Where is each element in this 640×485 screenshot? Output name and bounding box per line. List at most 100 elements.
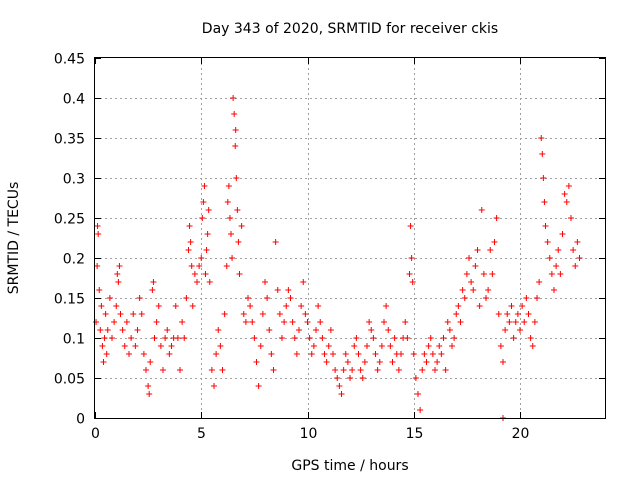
data-point [262, 279, 268, 285]
data-point [143, 367, 149, 373]
data-point [529, 343, 536, 349]
data-point [368, 327, 375, 333]
data-point [334, 375, 341, 381]
data-point [109, 335, 115, 341]
data-point [101, 335, 108, 341]
x-tick-label: 20 [512, 426, 530, 442]
data-point [304, 319, 311, 325]
y-tick-label: 0.45 [54, 52, 85, 68]
data-point [504, 311, 511, 317]
data-point [340, 367, 347, 373]
data-point [308, 351, 315, 357]
data-point [272, 239, 279, 245]
data-point [224, 199, 231, 205]
data-point [128, 335, 135, 341]
data-point [410, 351, 417, 357]
data-point [391, 335, 398, 341]
data-point [221, 311, 228, 317]
data-point [140, 351, 147, 357]
data-point [187, 239, 194, 245]
data-point [446, 327, 453, 333]
y-tick-label: 0.25 [54, 212, 85, 228]
data-point [198, 255, 205, 261]
data-point [219, 367, 226, 373]
data-point [487, 247, 494, 253]
data-point [574, 239, 581, 245]
data-point [150, 279, 157, 285]
data-point [568, 215, 574, 221]
data-point [103, 351, 110, 357]
data-point [234, 207, 241, 213]
y-tick-label: 0.4 [63, 92, 85, 108]
data-point [389, 359, 396, 365]
data-point [116, 263, 123, 269]
data-point [132, 343, 139, 349]
data-point [510, 335, 517, 341]
axis-ticks: 0 5 10 15 20 0 0.05 0.1 0.15 0.2 0.25 0.3 0.35 0.4 0.4… [54, 52, 605, 442]
data-point [355, 351, 362, 357]
data-point [427, 335, 434, 341]
data-point [385, 327, 392, 333]
data-point [527, 335, 534, 341]
data-point [555, 247, 562, 253]
data-point [164, 327, 171, 333]
data-point [123, 319, 130, 325]
data-point [540, 175, 547, 181]
data-point [102, 311, 109, 317]
data-point [106, 295, 113, 301]
data-point [200, 199, 207, 205]
data-point [463, 271, 470, 277]
data-point [296, 327, 302, 333]
data-point [517, 327, 523, 333]
data-point [521, 319, 528, 325]
data-point [95, 231, 102, 237]
data-point [474, 247, 481, 253]
data-point [387, 343, 394, 349]
data-point [466, 255, 472, 261]
data-point [99, 343, 106, 349]
data-point [544, 239, 551, 245]
data-point [551, 287, 557, 293]
data-point [519, 303, 526, 309]
data-point [500, 359, 506, 365]
data-point [266, 327, 273, 333]
data-point [415, 391, 421, 397]
data-point [436, 343, 443, 349]
data-point [323, 359, 330, 365]
data-point [419, 367, 426, 373]
data-point [364, 343, 370, 349]
data-point [130, 311, 137, 317]
data-point [442, 367, 449, 373]
data-point [240, 311, 247, 317]
data-point [508, 303, 515, 309]
data-point [174, 335, 181, 341]
data-point [457, 319, 464, 325]
data-point [480, 271, 487, 277]
data-point [181, 335, 188, 341]
data-point [357, 367, 364, 373]
data-point [351, 343, 358, 349]
data-point [336, 383, 343, 389]
data-point [245, 295, 251, 301]
data-point [576, 255, 583, 261]
data-point [472, 263, 479, 269]
data-point [300, 279, 307, 285]
data-point [185, 247, 192, 253]
data-point [119, 327, 126, 333]
data-point [121, 343, 128, 349]
data-point [495, 311, 502, 317]
data-point [298, 303, 305, 309]
data-point [491, 239, 498, 245]
data-point [229, 255, 236, 261]
data-point [366, 319, 373, 325]
data-point [201, 183, 208, 189]
data-point [188, 263, 195, 269]
data-point [179, 319, 186, 325]
data-point [483, 295, 489, 301]
data-point [523, 295, 530, 301]
data-point [160, 367, 166, 373]
data-point [425, 343, 432, 349]
data-point [539, 151, 546, 157]
data-point [565, 183, 572, 189]
